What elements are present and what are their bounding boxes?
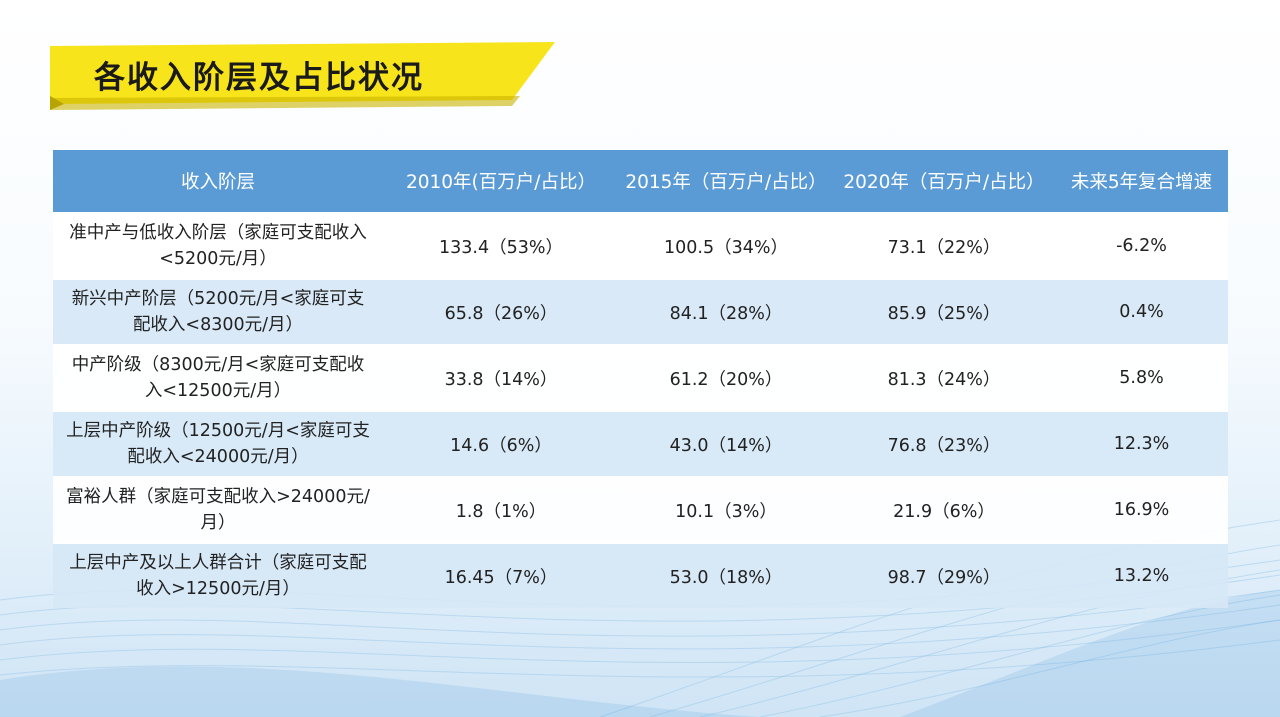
header-income-level: 收入阶层 [53, 150, 383, 213]
cell-cagr: 5.8% [1055, 344, 1228, 411]
cell-2010: 16.45（7%） [383, 542, 619, 608]
cell-2010: 33.8（14%） [383, 344, 619, 411]
cell-cagr: 16.9% [1055, 476, 1228, 543]
header-2020: 2020年（百万户/占比） [833, 150, 1055, 213]
cell-2015: 10.1（3%） [619, 476, 833, 543]
cell-cagr: 12.3% [1055, 410, 1228, 477]
table-row: 上层中产及以上人群合计（家庭可支配收入>12500元/月） 16.45（7%） … [53, 542, 1228, 608]
cell-cagr: -6.2% [1055, 212, 1228, 279]
cell-2015: 61.2（20%） [619, 344, 833, 411]
cell-2015: 43.0（14%） [619, 410, 833, 477]
table-row: 中产阶级（8300元/月<家庭可支配收入<12500元/月） 33.8（14%）… [53, 344, 1228, 411]
cell-2015: 100.5（34%） [619, 212, 833, 279]
table-row: 上层中产阶级（12500元/月<家庭可支配收入<24000元/月） 14.6（6… [53, 410, 1228, 477]
income-table-container: 收入阶层 2010年(百万户/占比） 2015年（百万户/占比） 2020年（百… [53, 150, 1228, 608]
cell-cagr: 13.2% [1055, 542, 1228, 608]
cell-2010: 65.8（26%） [383, 278, 619, 345]
cell-2015: 53.0（18%） [619, 542, 833, 608]
cell-cagr: 0.4% [1055, 278, 1228, 345]
table-row: 准中产与低收入阶层（家庭可支配收入<5200元/月） 133.4（53%） 10… [53, 212, 1228, 279]
cell-2020: 81.3（24%） [833, 344, 1055, 411]
banner-shape [50, 42, 555, 110]
title-banner: 各收入阶层及占比状况 [50, 40, 570, 112]
table-row: 富裕人群（家庭可支配收入>24000元/月） 1.8（1%） 10.1（3%） … [53, 476, 1228, 543]
table-header-row: 收入阶层 2010年(百万户/占比） 2015年（百万户/占比） 2020年（百… [53, 150, 1228, 213]
cell-2020: 73.1（22%） [833, 212, 1055, 279]
header-2015: 2015年（百万户/占比） [619, 150, 833, 213]
header-2010: 2010年(百万户/占比） [383, 150, 619, 213]
page-title: 各收入阶层及占比状况 [94, 60, 424, 96]
cell-2020: 98.7（29%） [833, 542, 1055, 608]
row-label: 中产阶级（8300元/月<家庭可支配收入<12500元/月） [53, 344, 383, 411]
row-label: 新兴中产阶层（5200元/月<家庭可支配收入<8300元/月） [53, 278, 383, 345]
row-label: 富裕人群（家庭可支配收入>24000元/月） [53, 476, 383, 543]
table-row: 新兴中产阶层（5200元/月<家庭可支配收入<8300元/月） 65.8（26%… [53, 278, 1228, 345]
cell-2020: 21.9（6%） [833, 476, 1055, 543]
cell-2010: 1.8（1%） [383, 476, 619, 543]
cell-2010: 133.4（53%） [383, 212, 619, 279]
row-label: 上层中产阶级（12500元/月<家庭可支配收入<24000元/月） [53, 410, 383, 477]
cell-2020: 85.9（25%） [833, 278, 1055, 345]
header-cagr: 未来5年复合增速 [1055, 150, 1228, 213]
row-label: 准中产与低收入阶层（家庭可支配收入<5200元/月） [53, 212, 383, 279]
cell-2010: 14.6（6%） [383, 410, 619, 477]
cell-2020: 76.8（23%） [833, 410, 1055, 477]
row-label: 上层中产及以上人群合计（家庭可支配收入>12500元/月） [53, 542, 383, 608]
cell-2015: 84.1（28%） [619, 278, 833, 345]
income-table: 收入阶层 2010年(百万户/占比） 2015年（百万户/占比） 2020年（百… [53, 150, 1228, 608]
